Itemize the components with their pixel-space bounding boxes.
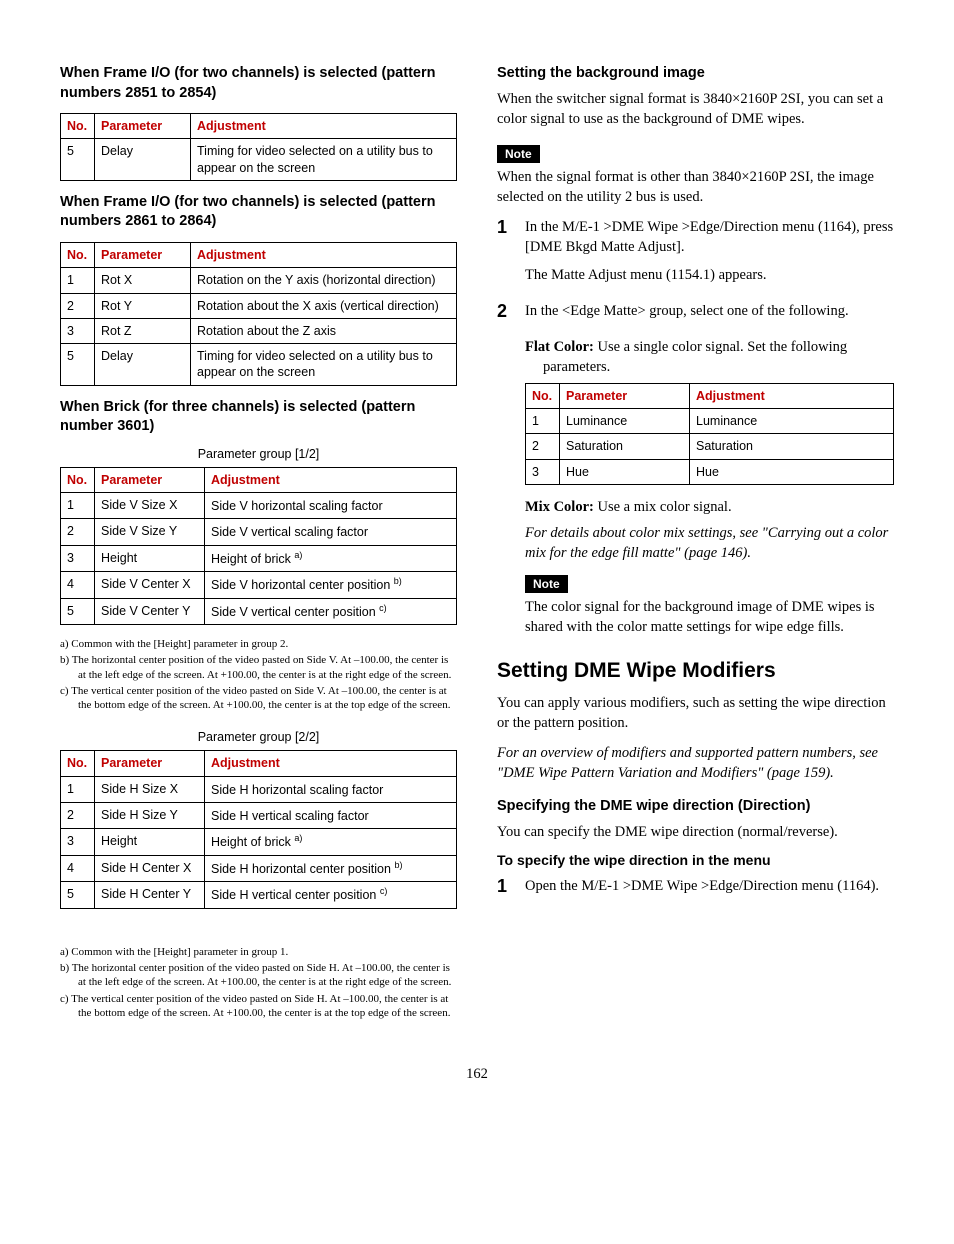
table-row: 1LuminanceLuminance (526, 409, 894, 434)
table-row: 1Rot XRotation on the Y axis (horizontal… (61, 268, 457, 293)
th-param: Parameter (95, 751, 205, 776)
table-row: 2Side H Size YSide H vertical scaling fa… (61, 803, 457, 829)
th-adj: Adjustment (205, 467, 457, 492)
table-group2: No. Parameter Adjustment 1Side H Size XS… (60, 750, 457, 908)
section-heading: When Frame I/O (for two channels) is sel… (60, 193, 457, 232)
step-text: The Matte Adjust menu (1154.1) appears. (525, 265, 894, 285)
table-row: 2Side V Size YSide V vertical scaling fa… (61, 519, 457, 545)
note-badge: Note (525, 575, 568, 593)
table-row: 5Side V Center YSide V vertical center p… (61, 598, 457, 624)
table-row: 1Side V Size XSide V horizontal scaling … (61, 492, 457, 518)
table-sec2: No. Parameter Adjustment 1Rot XRotation … (60, 242, 457, 386)
footnotes-group1: a) Common with the [Height] parameter in… (60, 637, 457, 712)
section-heading: Specifying the DME wipe direction (Direc… (497, 797, 894, 816)
th-no: No. (61, 243, 95, 268)
body-text: When the switcher signal format is 3840×… (497, 89, 894, 129)
th-param: Parameter (95, 467, 205, 492)
two-column-layout: When Frame I/O (for two channels) is sel… (60, 64, 894, 1038)
th-adj: Adjustment (191, 114, 457, 139)
table-row: 2SaturationSaturation (526, 434, 894, 459)
page-number: 162 (60, 1066, 894, 1083)
table-flatcolor: No. Parameter Adjustment 1LuminanceLumin… (525, 383, 894, 485)
body-text: You can specify the DME wipe direction (… (497, 822, 894, 842)
footnote: b) The horizontal center position of the… (60, 961, 457, 990)
step-number: 1 (497, 218, 513, 236)
footnote: b) The horizontal center position of the… (60, 653, 457, 682)
step-text: Open the M/E-1 >DME Wipe >Edge/Direction… (525, 876, 894, 896)
table-row: 3HeightHeight of brick a) (61, 545, 457, 571)
table-group1: No. Parameter Adjustment 1Side V Size XS… (60, 467, 457, 625)
table-row: 3HeightHeight of brick a) (61, 829, 457, 855)
th-no: No. (61, 751, 95, 776)
option-flat-color: Flat Color: Use a single color signal. S… (525, 337, 894, 377)
step-number: 2 (497, 302, 513, 320)
step2-detail: Flat Color: Use a single color signal. S… (525, 337, 894, 637)
th-param: Parameter (95, 243, 191, 268)
section-heading: When Brick (for three channels) is selec… (60, 398, 457, 437)
step-1: 1 In the M/E-1 >DME Wipe >Edge/Direction… (497, 217, 894, 293)
param-group-caption: Parameter group [2/2] (60, 730, 457, 744)
table-row: 5DelayTiming for video selected on a uti… (61, 344, 457, 386)
th-adj: Adjustment (191, 243, 457, 268)
th-no: No. (61, 467, 95, 492)
step-1b: 1 Open the M/E-1 >DME Wipe >Edge/Directi… (497, 876, 894, 904)
th-adj: Adjustment (690, 383, 894, 408)
th-param: Parameter (95, 114, 191, 139)
body-text: You can apply various modifiers, such as… (497, 693, 894, 733)
step-number: 1 (497, 877, 513, 895)
table-row: 4Side H Center XSide H horizontal center… (61, 855, 457, 881)
note-text: When the signal format is other than 384… (497, 167, 894, 207)
table-row: 3HueHue (526, 459, 894, 484)
option-mix-color: Mix Color: Use a mix color signal. (525, 497, 894, 517)
table-row: 2Rot YRotation about the X axis (vertica… (61, 293, 457, 318)
section-heading: Setting the background image (497, 64, 894, 83)
cross-ref: For an overview of modifiers and support… (497, 743, 894, 783)
table-row: 4Side V Center XSide V horizontal center… (61, 572, 457, 598)
footnote: c) The vertical center position of the v… (60, 684, 457, 713)
step-text: In the M/E-1 >DME Wipe >Edge/Direction m… (525, 217, 894, 257)
right-column: Setting the background image When the sw… (497, 64, 894, 1038)
left-column: When Frame I/O (for two channels) is sel… (60, 64, 457, 1038)
h1-heading: Setting DME Wipe Modifiers (497, 659, 894, 683)
table-sec1: No. Parameter Adjustment 5 Delay Timing … (60, 113, 457, 181)
procedure-heading: To specify the wipe direction in the men… (497, 852, 894, 868)
footnotes-group2: a) Common with the [Height] parameter in… (60, 945, 457, 1020)
step-2: 2 In the <Edge Matte> group, select one … (497, 301, 894, 329)
th-param: Parameter (560, 383, 690, 408)
param-group-caption: Parameter group [1/2] (60, 447, 457, 461)
step-text: In the <Edge Matte> group, select one of… (525, 301, 894, 321)
table-row: 3Rot ZRotation about the Z axis (61, 318, 457, 343)
table-row: 5 Delay Timing for video selected on a u… (61, 139, 457, 181)
section-heading: When Frame I/O (for two channels) is sel… (60, 64, 457, 103)
th-adj: Adjustment (205, 751, 457, 776)
table-row: 1Side H Size XSide H horizontal scaling … (61, 776, 457, 802)
cross-ref: For details about color mix settings, se… (525, 523, 894, 563)
table-row: 5Side H Center YSide H vertical center p… (61, 882, 457, 908)
th-no: No. (61, 114, 95, 139)
footnote: a) Common with the [Height] parameter in… (60, 945, 457, 959)
note-badge: Note (497, 145, 540, 163)
footnote: c) The vertical center position of the v… (60, 992, 457, 1021)
footnote: a) Common with the [Height] parameter in… (60, 637, 457, 651)
note-text: The color signal for the background imag… (525, 597, 894, 637)
th-no: No. (526, 383, 560, 408)
